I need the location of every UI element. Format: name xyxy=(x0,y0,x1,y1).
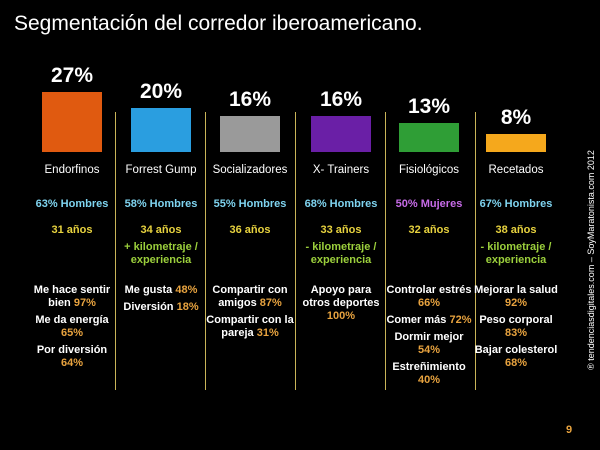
motivation-value: 97% xyxy=(73,297,96,309)
column-separator xyxy=(475,112,476,390)
motivation-item: Estreñimiento 40% xyxy=(385,361,473,387)
motivation-list: Me gusta 48% Diversión 18% xyxy=(117,284,205,318)
category-label: Endorfinos xyxy=(44,164,100,176)
motivation-item: Me hace sentir bien 97% xyxy=(28,284,116,310)
segment-column: 13% Fisiológicos 50% Mujeres 32 años Control… xyxy=(385,60,473,390)
gender-share: 50% Mujeres xyxy=(395,198,463,210)
motivation-value: 100% xyxy=(326,310,356,322)
motivation-value: 87% xyxy=(259,297,282,309)
motivation-text: Bajar colesterol xyxy=(474,344,558,356)
segment-column: 16% Socializadores 55% Hombres 36 años Compa… xyxy=(206,60,294,390)
motivation-item: Comer más 72% xyxy=(385,314,473,327)
motivation-item: Diversión 18% xyxy=(117,301,205,314)
bar-value-label: 13% xyxy=(407,95,451,118)
gender-share: 63% Hombres xyxy=(35,198,109,210)
segment-column: 16% X- Trainers 68% Hombres 33 años - kilome… xyxy=(297,60,385,390)
motivation-list: Controlar estrés 66% Comer más 72% Dormir … xyxy=(385,284,473,391)
motivation-value: 18% xyxy=(176,301,199,313)
motivation-value: 92% xyxy=(504,297,528,309)
bar xyxy=(486,134,546,152)
motivation-item: Compartir con amigos 87% xyxy=(206,284,294,310)
category-label: X- Trainers xyxy=(312,164,370,176)
mileage-experience-note: - kilometraje / experiencia xyxy=(480,241,552,266)
average-age: 33 años xyxy=(320,224,362,236)
column-separator xyxy=(115,112,116,390)
average-age: 32 años xyxy=(408,224,450,236)
average-age: 31 años xyxy=(51,224,93,236)
page-title: Segmentación del corredor iberoamericano… xyxy=(14,12,423,35)
category-label: Recetados xyxy=(488,164,544,176)
motivation-item: Me da energía 65% xyxy=(28,314,116,340)
bar xyxy=(131,108,191,152)
motivation-text: Estreñimiento xyxy=(392,361,466,373)
segment-column: 20% Forrest Gump 58% Hombres 34 años + kilom… xyxy=(117,60,205,390)
mileage-experience-note: + kilometraje / experiencia xyxy=(124,241,198,266)
motivation-value: 65% xyxy=(60,327,84,339)
motivation-item: Apoyo para otros deportes 100% xyxy=(297,284,385,323)
bar xyxy=(399,123,459,152)
gender-share: 58% Hombres xyxy=(124,198,198,210)
gender-share: 67% Hombres xyxy=(479,198,553,210)
motivation-text: Comer más xyxy=(386,314,447,326)
bar-value-label: 16% xyxy=(319,88,363,111)
category-label: Forrest Gump xyxy=(125,164,197,176)
category-label: Fisiológicos xyxy=(398,164,460,176)
motivation-item: Peso corporal 83% xyxy=(472,314,560,340)
mileage-experience-note: - kilometraje / experiencia xyxy=(305,241,377,266)
motivation-value: 72% xyxy=(449,314,472,326)
motivation-text: Me hace sentir bien xyxy=(33,284,111,309)
copyright-note: ® tendenciasdigitales.com – SoyMaratonis… xyxy=(583,110,599,410)
motivation-text: Me gusta xyxy=(124,284,173,296)
motivation-value: 68% xyxy=(504,357,528,369)
column-separator xyxy=(205,112,206,390)
average-age: 34 años xyxy=(140,224,182,236)
segment-column: 8% Recetados 67% Hombres 38 años - kilometra… xyxy=(472,60,560,390)
motivation-list: Apoyo para otros deportes 100% xyxy=(297,284,385,327)
average-age: 36 años xyxy=(229,224,271,236)
motivation-item: Dormir mejor 54% xyxy=(385,331,473,357)
motivation-value: 31% xyxy=(256,327,279,339)
bar xyxy=(220,116,280,152)
motivation-value: 66% xyxy=(417,297,441,309)
copyright-text: ® tendenciasdigitales.com – SoyMaratonis… xyxy=(586,150,596,370)
motivation-text: Diversión xyxy=(123,301,174,313)
bar-value-label: 20% xyxy=(139,80,183,103)
bar xyxy=(42,92,102,152)
bar xyxy=(311,116,371,152)
motivation-value: 54% xyxy=(417,344,441,356)
motivation-item: Por diversión 64% xyxy=(28,344,116,370)
gender-share: 55% Hombres xyxy=(213,198,287,210)
category-label: Socializadores xyxy=(212,164,288,176)
motivation-item: Me gusta 48% xyxy=(117,284,205,297)
motivation-text: Controlar estrés xyxy=(386,284,472,296)
motivation-text: Peso corporal xyxy=(479,314,553,326)
motivation-value: 48% xyxy=(175,284,198,296)
motivation-item: Controlar estrés 66% xyxy=(385,284,473,310)
motivation-value: 83% xyxy=(504,327,528,339)
motivation-text: Mejorar la salud xyxy=(474,284,558,296)
motivation-list: Mejorar la salud 92% Peso corporal 83% Baj… xyxy=(472,284,560,374)
motivation-text: Dormir mejor xyxy=(394,331,464,343)
bar-value-label: 16% xyxy=(228,88,272,111)
segment-column: 27% Endorfinos 63% Hombres 31 años Me hace s… xyxy=(28,60,116,390)
page-number: 9 xyxy=(566,424,573,436)
average-age: 38 años xyxy=(495,224,537,236)
motivation-list: Compartir con amigos 87% Compartir con la… xyxy=(206,284,294,344)
motivation-text: Apoyo para otros deportes xyxy=(302,284,380,309)
motivation-value: 40% xyxy=(417,374,441,386)
motivation-text: Me da energía xyxy=(35,314,109,326)
motivation-value: 64% xyxy=(60,357,84,369)
motivation-text: Compartir con amigos xyxy=(212,284,288,309)
column-separator xyxy=(385,112,386,390)
motivation-item: Compartir con la pareja 31% xyxy=(206,314,294,340)
motivation-text: Compartir con la pareja xyxy=(206,314,294,339)
bar-value-label: 27% xyxy=(50,64,94,87)
column-separator xyxy=(295,112,296,390)
motivation-list: Me hace sentir bien 97% Me da energía 65%… xyxy=(28,284,116,374)
motivation-item: Bajar colesterol 68% xyxy=(472,344,560,370)
bar-value-label: 8% xyxy=(500,106,532,129)
gender-share: 68% Hombres xyxy=(304,198,378,210)
motivation-item: Mejorar la salud 92% xyxy=(472,284,560,310)
motivation-text: Por diversión xyxy=(36,344,108,356)
